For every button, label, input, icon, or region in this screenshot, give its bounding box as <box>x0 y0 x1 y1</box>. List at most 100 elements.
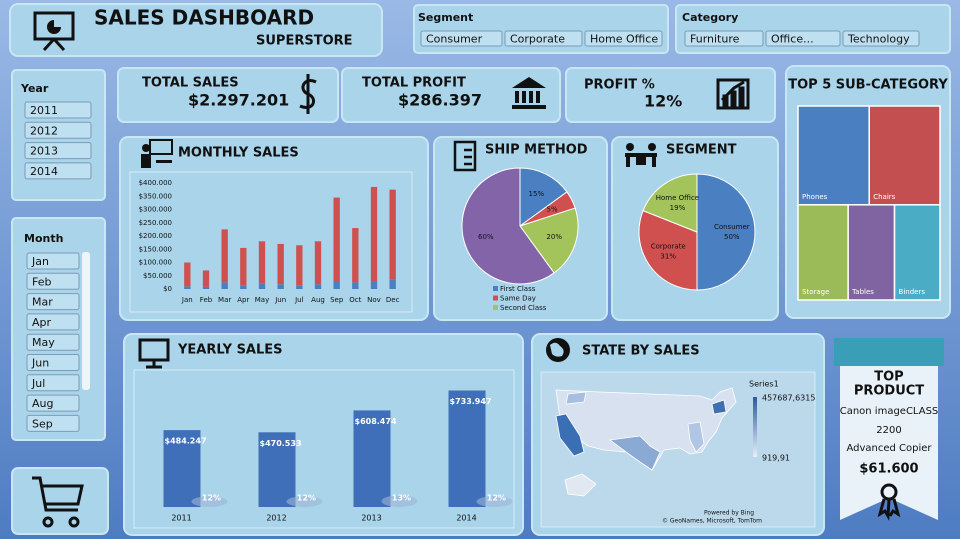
monthly-panel <box>119 136 429 321</box>
kpi-value: $2.297.201 <box>188 91 289 110</box>
y-tick-label: $50.000 <box>143 272 172 280</box>
ribbon-top <box>834 338 944 366</box>
slicer-title: Year <box>20 82 49 95</box>
kpi-label: PROFIT % <box>584 78 655 93</box>
profit-shadow <box>476 496 513 507</box>
slicer-button[interactable] <box>24 142 92 160</box>
bar-segment <box>314 241 322 285</box>
pie-category: Corporate <box>651 243 686 251</box>
slicer-item[interactable]: Mar <box>32 296 53 309</box>
map-legend-max: 457687,6315 <box>762 394 815 403</box>
slicer-item[interactable]: Consumer <box>426 33 483 46</box>
slicer-button[interactable] <box>765 30 841 47</box>
slicer-button[interactable] <box>26 272 80 290</box>
pie-label: 20% <box>546 233 562 241</box>
slicer-button[interactable] <box>24 101 92 119</box>
header-panel <box>9 3 383 57</box>
bar-segment <box>314 284 322 289</box>
slicer-button[interactable] <box>26 313 80 331</box>
pie-slice <box>696 173 756 291</box>
slicer-item[interactable]: Feb <box>32 275 51 288</box>
profit-shadow <box>191 496 228 507</box>
y-tick-label: $300.000 <box>139 206 172 214</box>
x-tick-label: Feb <box>200 296 213 304</box>
plot-frame <box>129 171 413 313</box>
award-icon <box>877 483 901 521</box>
slicer-button[interactable] <box>26 252 80 270</box>
x-tick-label: Dec <box>386 296 400 304</box>
slicer-button[interactable] <box>26 374 80 392</box>
slicer-item[interactable]: Technology <box>847 33 910 46</box>
x-tick-label: Sep <box>330 296 344 304</box>
treemap-cell <box>797 105 870 206</box>
slicer-item[interactable]: Apr <box>32 316 52 329</box>
x-tick-label: Jan <box>181 296 193 304</box>
bar-segment <box>352 228 359 283</box>
profit-label: 12% <box>202 494 221 503</box>
slicer-item[interactable]: Jan <box>31 255 49 268</box>
legend-swatch <box>493 305 498 310</box>
bar-label: $484.247 <box>165 437 207 446</box>
slicer-button[interactable] <box>842 30 920 47</box>
slicer-item[interactable]: 2012 <box>30 124 58 137</box>
slicer-item[interactable]: 2013 <box>30 145 58 158</box>
y-tick-label: $0 <box>163 285 172 293</box>
pie-label: 50% <box>724 233 740 241</box>
bar-segment <box>184 286 191 289</box>
growth-icon <box>716 78 750 110</box>
map-legend-min: 919,91 <box>762 454 790 463</box>
bar-segment <box>333 281 340 289</box>
slicer-button[interactable] <box>584 30 663 47</box>
slicer-item[interactable]: Sep <box>32 417 53 430</box>
bar-segment <box>352 282 359 289</box>
bar-segment <box>333 197 340 282</box>
slicer-item[interactable]: Jul <box>31 377 45 390</box>
y-tick-label: $150.000 <box>139 245 172 253</box>
slicer-item[interactable]: Corporate <box>510 33 565 46</box>
bar-segment <box>202 270 210 287</box>
slicer-button[interactable] <box>504 30 583 47</box>
slicer-item[interactable]: May <box>32 336 55 349</box>
x-tick-label: Jun <box>274 296 286 304</box>
dashboard-title: SALES DASHBOARD <box>94 6 314 30</box>
slicer-button[interactable] <box>26 414 80 432</box>
slicer-item[interactable]: 2011 <box>30 104 58 117</box>
slicer-button[interactable] <box>684 30 764 47</box>
pie-label: 31% <box>660 253 676 261</box>
slicer-button[interactable] <box>420 30 503 47</box>
slicer-button[interactable] <box>26 293 80 311</box>
slicer-item[interactable]: Aug <box>32 397 53 410</box>
slicer-item[interactable]: Furniture <box>690 33 740 46</box>
treemap-cell <box>893 204 941 301</box>
slicer-item[interactable]: 2014 <box>30 165 58 178</box>
bar-segment <box>370 281 378 289</box>
slicer-title: Category <box>682 11 738 24</box>
slicer-item[interactable]: Office... <box>771 33 814 46</box>
slicer-button[interactable] <box>26 394 80 412</box>
x-tick-label: 2011 <box>171 514 191 523</box>
us-map <box>555 387 737 497</box>
presentation-icon <box>33 11 75 52</box>
slicer-item[interactable]: Home Office <box>590 33 658 46</box>
globe-icon <box>550 342 564 357</box>
y-tick-label: $100.000 <box>139 259 172 267</box>
slicer-button[interactable] <box>24 162 92 180</box>
treemap-label: Storage <box>802 288 829 296</box>
x-tick-label: Nov <box>367 296 381 304</box>
profit-label: 12% <box>487 494 506 503</box>
y-tick-label: $250.000 <box>139 219 172 227</box>
slicer-button[interactable] <box>26 354 80 371</box>
kpi-label: TOTAL SALES <box>142 76 239 91</box>
slicer-item[interactable]: Jun <box>31 357 49 370</box>
slicer-button[interactable] <box>24 121 92 139</box>
slicer-button[interactable] <box>26 333 80 351</box>
profit-label: 13% <box>392 494 411 503</box>
scrollbar[interactable] <box>82 252 90 390</box>
top-product-value: $61.600 <box>859 462 918 477</box>
top-product-title: PRODUCT <box>854 384 924 399</box>
map-copyright: © GeoNames, Microsoft, TomTom <box>662 518 762 525</box>
treemap-label: Chairs <box>873 193 895 201</box>
bar <box>163 430 201 507</box>
monitor-icon <box>138 338 170 369</box>
kpi-label: TOTAL PROFIT <box>362 76 466 91</box>
